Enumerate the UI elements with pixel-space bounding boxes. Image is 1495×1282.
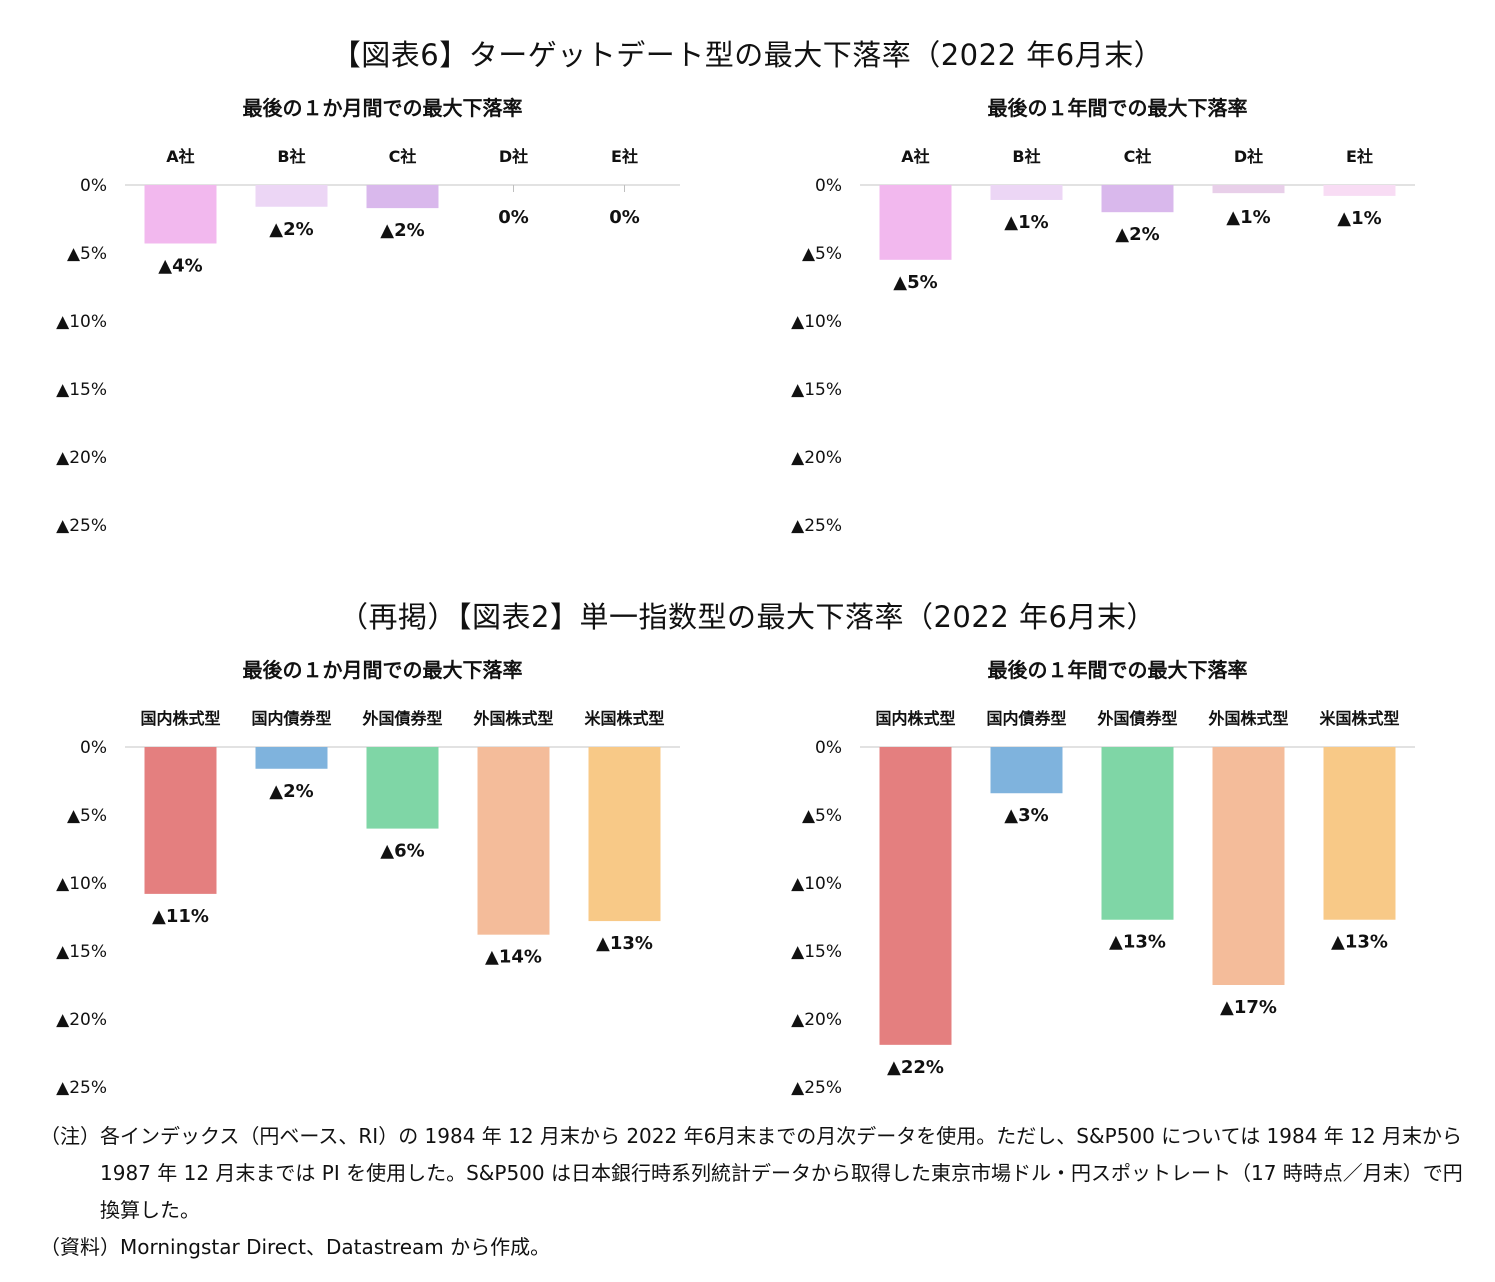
bar (1323, 747, 1396, 920)
category-label: 国内債券型 (986, 709, 1066, 728)
data-label: ▲2% (269, 781, 313, 802)
chart-single-index-1year: 最後の１年間での最大下落率 0% ▲5% ▲10% ▲15% ▲20% ▲25% 国内株式型 ▲… (791, 658, 1415, 1098)
y-tick-label: ▲25% (791, 516, 842, 536)
category-label: 外国債券型 (1096, 709, 1177, 728)
category-label: 外国株式型 (1207, 709, 1288, 728)
data-label: ▲14% (485, 947, 542, 968)
y-tick-label: ▲25% (56, 1078, 107, 1098)
bar (879, 747, 952, 1045)
y-tick-label: ▲25% (791, 1078, 842, 1098)
data-label: ▲13% (1109, 932, 1166, 953)
category-label: 外国債券型 (361, 709, 442, 728)
y-tick-label: ▲15% (56, 380, 107, 400)
y-tick-label: ▲10% (791, 874, 842, 894)
category-label: C社 (389, 147, 417, 166)
bar (255, 185, 328, 207)
y-tick-label: ▲25% (56, 516, 107, 536)
y-tick-label: ▲15% (791, 380, 842, 400)
bar (1212, 747, 1285, 985)
y-tick-label: ▲5% (67, 806, 107, 826)
category-label: B社 (277, 147, 305, 166)
bar (990, 747, 1063, 794)
bar (366, 185, 439, 209)
category-label: B社 (1012, 147, 1040, 166)
category-label: 米国株式型 (1319, 709, 1399, 728)
bar (366, 747, 439, 829)
y-tick-label: ▲10% (56, 312, 107, 332)
y-tick-label: ▲20% (791, 448, 842, 468)
bar (990, 185, 1063, 200)
bar (477, 747, 550, 935)
chart-target-date-1month: 最後の１か月間での最大下落率 0% ▲5% ▲10% ▲15% ▲20% ▲25% A社 ▲4%… (56, 96, 680, 536)
data-label: ▲1% (1337, 208, 1381, 229)
category-label: 国内株式型 (875, 709, 955, 728)
category-label: 外国株式型 (472, 709, 553, 728)
data-label: ▲2% (1115, 224, 1159, 245)
y-tick-label: ▲10% (791, 312, 842, 332)
data-label: ▲6% (380, 841, 424, 862)
y-tick-label: ▲10% (56, 874, 107, 894)
category-label: 国内債券型 (251, 709, 331, 728)
y-tick-label: ▲5% (802, 806, 842, 826)
note-row: （注） 各インデックス（円ベース、RI）の 1984 年 12 月末から 202… (40, 1118, 1465, 1229)
category-label: E社 (611, 147, 638, 166)
chart-target-date-1year: 最後の１年間での最大下落率 0% ▲5% ▲10% ▲15% ▲20% ▲25% A社 ▲5% B… (791, 96, 1415, 536)
data-label: ▲1% (1226, 207, 1270, 228)
y-tick-label: 0% (815, 738, 842, 758)
category-label: D社 (1234, 147, 1263, 166)
y-tick-label: 0% (80, 738, 107, 758)
bar (879, 185, 952, 260)
data-label: ▲13% (1331, 932, 1388, 953)
note-head: （注） (40, 1124, 100, 1148)
bar (144, 185, 217, 244)
source-row: （資料） Morningstar Direct、Datastream から作成。 (40, 1229, 1465, 1266)
data-label: ▲2% (269, 219, 313, 240)
bar (1101, 747, 1174, 920)
y-tick-label: ▲20% (56, 448, 107, 468)
bar (255, 747, 328, 769)
data-label: ▲13% (596, 933, 653, 954)
category-label: C社 (1124, 147, 1152, 166)
chart-title: 最後の１年間での最大下落率 (988, 658, 1248, 682)
footnotes: （注） 各インデックス（円ベース、RI）の 1984 年 12 月末から 202… (40, 1118, 1465, 1266)
data-label: ▲22% (887, 1057, 944, 1078)
chart-single-index-1month: 最後の１か月間での最大下落率 0% ▲5% ▲10% ▲15% ▲20% ▲25% 国内株式型… (56, 658, 680, 1098)
bar (1101, 185, 1174, 213)
y-tick-label: ▲5% (67, 244, 107, 264)
note-text: 各インデックス（円ベース、RI）の 1984 年 12 月末から 2022 年6… (100, 1124, 1463, 1222)
chart-title: 最後の１か月間での最大下落率 (243, 658, 523, 682)
y-tick-label: ▲15% (791, 942, 842, 962)
source-head: （資料） (40, 1235, 120, 1259)
data-label: 0% (498, 207, 529, 228)
bar (588, 747, 661, 922)
category-label: 国内株式型 (140, 709, 220, 728)
y-tick-label: 0% (815, 176, 842, 196)
data-label: ▲1% (1004, 212, 1048, 233)
category-label: 米国株式型 (584, 709, 664, 728)
chart-title: 最後の１か月間での最大下落率 (243, 96, 523, 120)
y-tick-label: ▲20% (56, 1010, 107, 1030)
category-label: E社 (1346, 147, 1373, 166)
bar (1323, 185, 1396, 196)
y-tick-label: 0% (80, 176, 107, 196)
y-tick-label: ▲15% (56, 942, 107, 962)
data-label: ▲3% (1004, 805, 1048, 826)
figure2-title: （再掲）【図表2】単一指数型の最大下落率（2022 年6月末） (339, 600, 1156, 634)
data-label: ▲5% (893, 272, 937, 293)
y-tick-label: ▲5% (802, 244, 842, 264)
data-label: ▲4% (158, 255, 202, 276)
figure6-title: 【図表6】ターゲットデート型の最大下落率（2022 年6月末） (331, 38, 1164, 72)
bar (1212, 185, 1285, 194)
category-label: A社 (901, 147, 929, 166)
category-label: D社 (499, 147, 528, 166)
data-label: ▲17% (1220, 997, 1277, 1018)
source-text: Morningstar Direct、Datastream から作成。 (120, 1235, 551, 1259)
data-label: ▲11% (152, 906, 209, 927)
category-label: A社 (166, 147, 194, 166)
data-label: 0% (609, 207, 640, 228)
chart-title: 最後の１年間での最大下落率 (988, 96, 1248, 120)
bar (144, 747, 217, 894)
data-label: ▲2% (380, 220, 424, 241)
y-tick-label: ▲20% (791, 1010, 842, 1030)
